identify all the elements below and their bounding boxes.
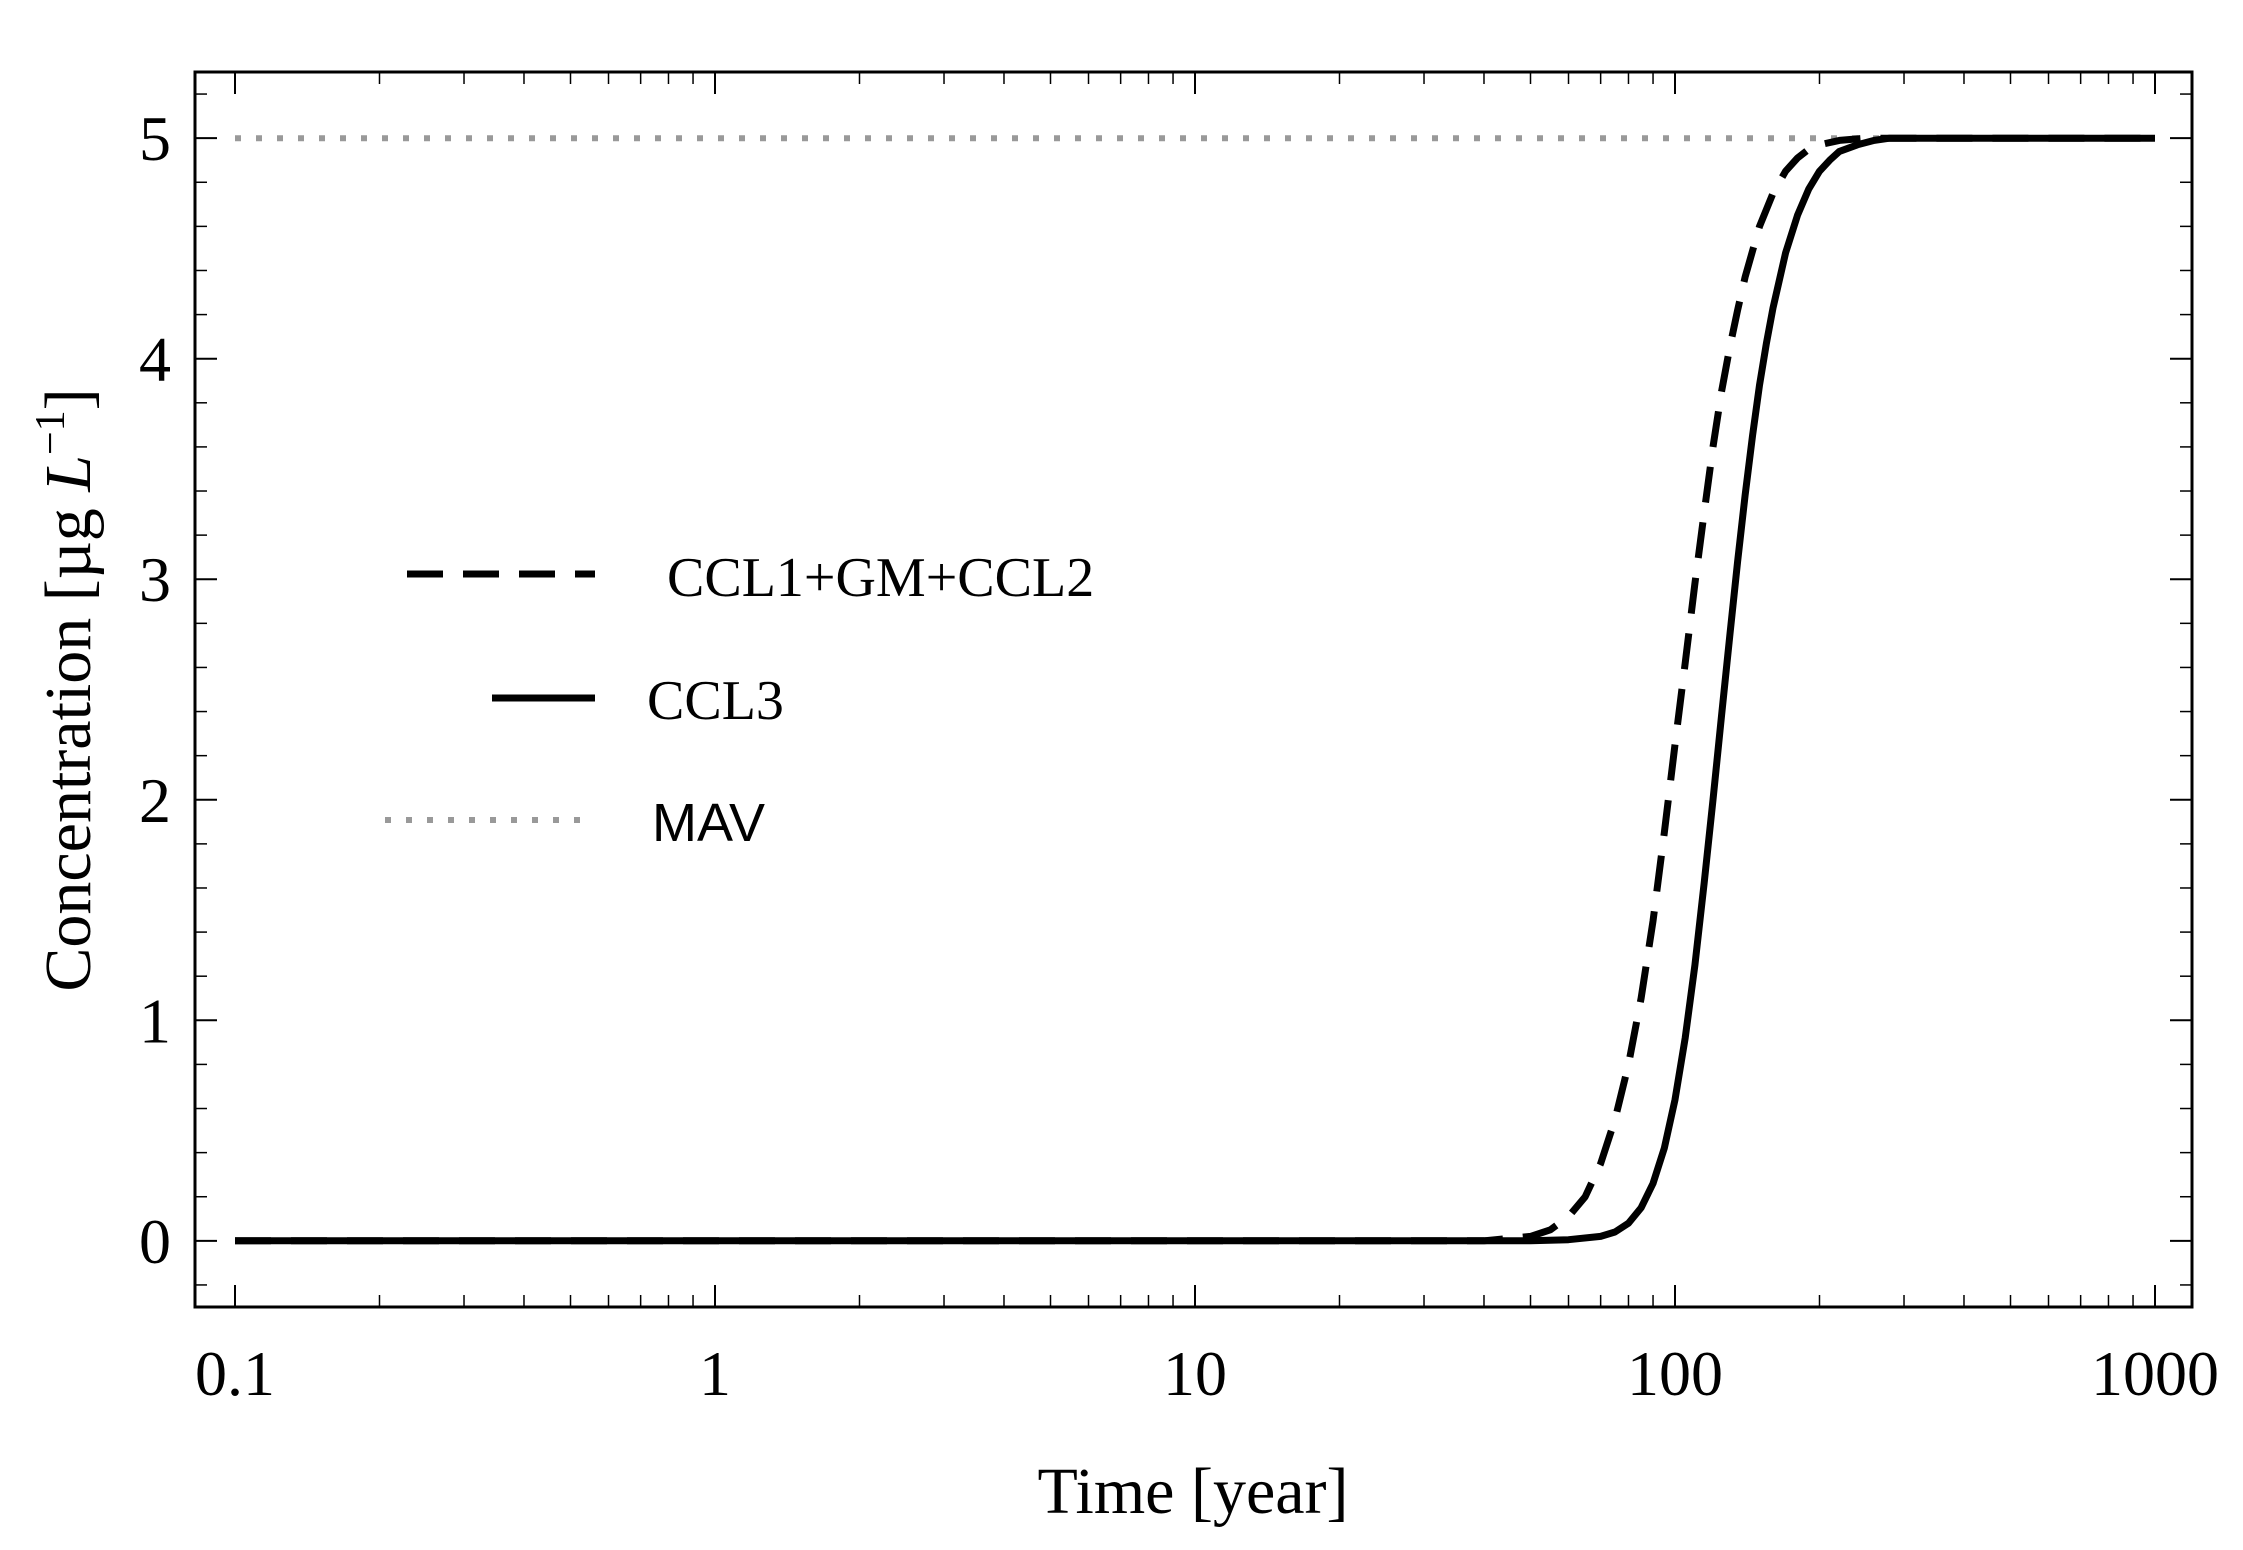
y-tick-label: 2 bbox=[139, 765, 171, 836]
x-tick-label: 1 bbox=[699, 1338, 731, 1409]
series-ccl1-gm-ccl2-line bbox=[235, 134, 2155, 1245]
x-tick-label: 10 bbox=[1163, 1338, 1227, 1409]
x-tick-label: 0.1 bbox=[195, 1338, 275, 1409]
legend-label-mav: MAV bbox=[652, 793, 765, 853]
y-axis-title: Concentration [µg L−1] bbox=[28, 388, 105, 991]
y-tick-label: 5 bbox=[139, 103, 171, 174]
major-ticks bbox=[195, 72, 2192, 1307]
y-tick-label: 3 bbox=[139, 544, 171, 615]
tick-labels: 0.1 1 10 100 1000 0 1 2 3 4 5 bbox=[139, 103, 2219, 1409]
minor-ticks bbox=[195, 72, 2192, 1307]
y-tick-label: 1 bbox=[139, 985, 171, 1056]
legend-label-ccl1-gm-ccl2: CCL1+GM+CCL2 bbox=[667, 547, 1094, 609]
x-tick-label: 100 bbox=[1627, 1338, 1723, 1409]
series-layer bbox=[235, 134, 2155, 1245]
y-tick-label: 4 bbox=[139, 324, 171, 395]
x-tick-label: 1000 bbox=[2091, 1338, 2219, 1409]
plot-frame bbox=[193, 70, 2194, 1309]
y-tick-label: 0 bbox=[139, 1206, 171, 1277]
legend-label-ccl3: CCL3 bbox=[647, 670, 784, 732]
x-axis-title: Time [year] bbox=[1038, 1455, 1349, 1528]
series-ccl3-line bbox=[235, 134, 2155, 1245]
legend: CCL1+GM+CCL2 CCL3 MAV bbox=[385, 547, 1094, 853]
